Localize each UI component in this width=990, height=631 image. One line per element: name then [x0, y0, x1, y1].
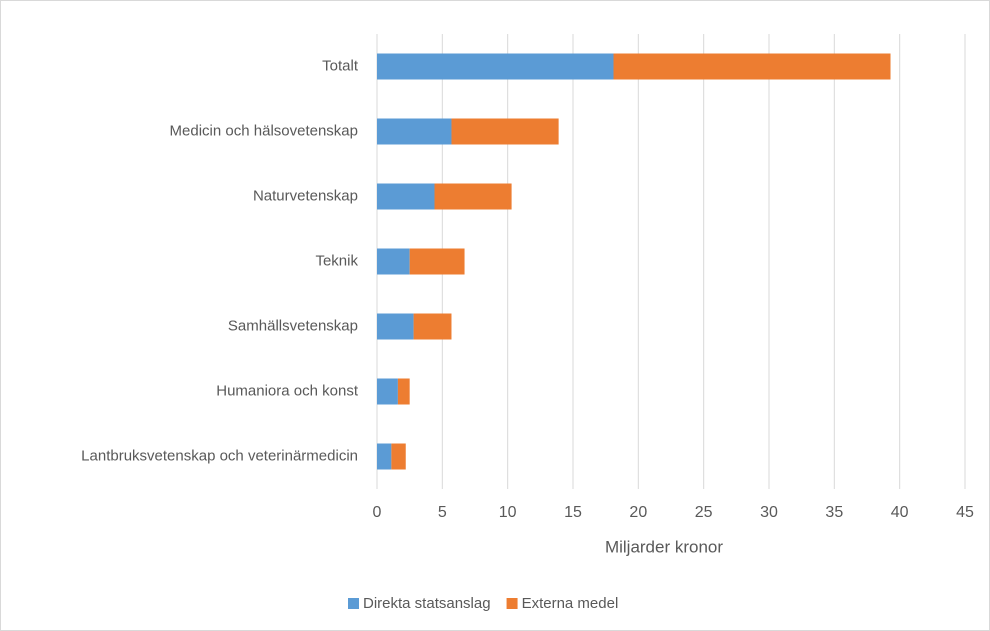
- bar-segment: [409, 248, 465, 275]
- legend-swatch: [348, 598, 359, 609]
- y-tick-label: Lantbruksvetenskap och veterinärmedicin: [81, 447, 358, 464]
- bar-segment: [377, 378, 398, 405]
- y-tick-label: Teknik: [315, 252, 358, 269]
- bar-segment: [434, 183, 512, 210]
- x-tick-label: 45: [956, 504, 974, 521]
- y-tick-label: Totalt: [322, 57, 359, 74]
- legend-swatch: [506, 598, 518, 609]
- bar-segment: [377, 313, 414, 340]
- x-tick-label: 40: [891, 504, 909, 521]
- x-tick-label: 0: [373, 504, 382, 521]
- y-tick-label: Humaniora och konst: [216, 382, 359, 399]
- bar-segment: [391, 443, 406, 470]
- y-tick-label: Naturvetenskap: [253, 187, 358, 204]
- x-tick-label: 20: [629, 504, 647, 521]
- y-tick-label: Samhällsvetenskap: [228, 317, 358, 334]
- bar-segment: [377, 443, 392, 470]
- x-axis-title: Miljarder kronor: [605, 537, 723, 556]
- x-tick-label: 10: [499, 504, 517, 521]
- x-tick-label: 35: [825, 504, 843, 521]
- x-tick-label: 5: [438, 504, 447, 521]
- y-tick-label: Medicin och hälsovetenskap: [170, 122, 358, 139]
- bar-segment: [377, 248, 410, 275]
- bar-segment: [451, 118, 559, 145]
- bar-segment: [613, 53, 891, 80]
- bar-segment: [377, 183, 435, 210]
- x-tick-label: 25: [695, 504, 713, 521]
- bar-segment: [413, 313, 452, 340]
- x-tick-label: 30: [760, 504, 778, 521]
- bar-segment: [377, 118, 452, 145]
- legend-label: Direkta statsanslag: [363, 595, 491, 612]
- bar-segment: [397, 378, 410, 405]
- legend-label: Externa medel: [522, 595, 619, 612]
- bar-segment: [377, 53, 614, 80]
- x-tick-label: 15: [564, 504, 582, 521]
